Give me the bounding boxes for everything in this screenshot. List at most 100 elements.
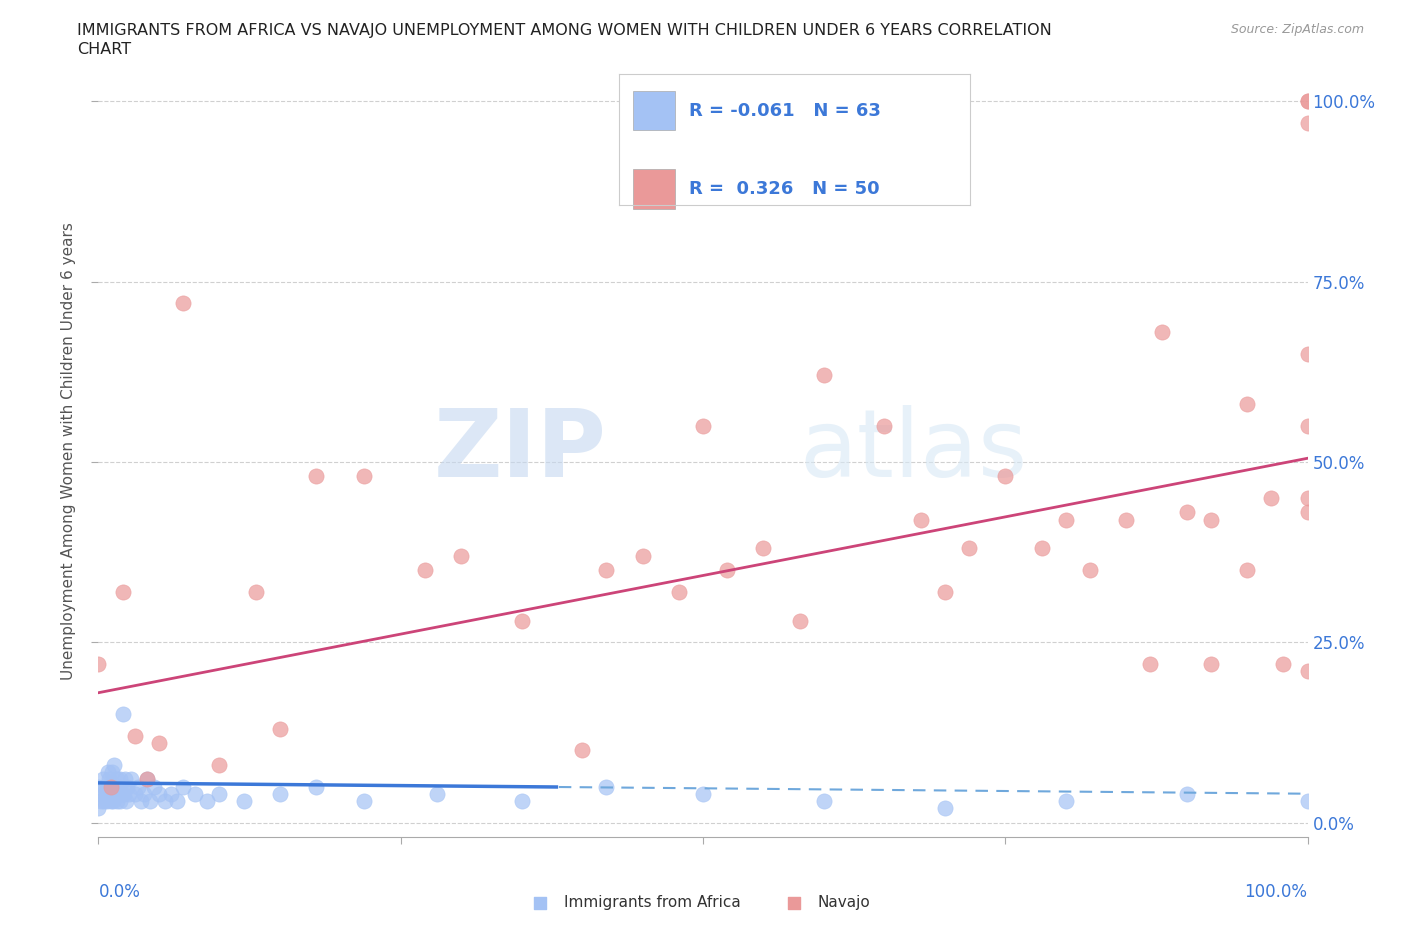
Point bbox=[692, 786, 714, 801]
Point bbox=[87, 801, 110, 816]
Point bbox=[595, 779, 617, 794]
Text: atlas: atlas bbox=[800, 405, 1028, 497]
Point bbox=[115, 793, 138, 808]
Point bbox=[148, 786, 170, 801]
Point bbox=[90, 793, 112, 808]
Point bbox=[100, 793, 122, 808]
Point bbox=[110, 786, 132, 801]
Point bbox=[93, 779, 115, 794]
Point bbox=[934, 584, 956, 599]
Text: IMMIGRANTS FROM AFRICA VS NAVAJO UNEMPLOYMENT AMONG WOMEN WITH CHILDREN UNDER 6 : IMMIGRANTS FROM AFRICA VS NAVAJO UNEMPLO… bbox=[77, 23, 1052, 38]
Point bbox=[1236, 397, 1258, 412]
Point bbox=[172, 296, 194, 311]
Point bbox=[1054, 512, 1077, 527]
Point bbox=[1296, 490, 1319, 505]
Point bbox=[668, 584, 690, 599]
Point bbox=[789, 613, 811, 628]
Point bbox=[1296, 418, 1319, 433]
Point bbox=[813, 793, 835, 808]
Point bbox=[716, 563, 738, 578]
Point bbox=[510, 793, 533, 808]
Point bbox=[100, 764, 122, 779]
Point bbox=[143, 779, 166, 794]
Point bbox=[117, 779, 139, 794]
Point bbox=[108, 772, 131, 787]
Point bbox=[305, 469, 328, 484]
Point bbox=[1115, 512, 1137, 527]
Point bbox=[94, 786, 117, 801]
Point bbox=[195, 793, 218, 808]
Point bbox=[98, 786, 121, 801]
Point bbox=[1175, 786, 1198, 801]
Point bbox=[111, 707, 134, 722]
Point bbox=[120, 772, 142, 787]
Point bbox=[160, 786, 183, 801]
Point bbox=[782, 876, 804, 891]
Point bbox=[172, 779, 194, 794]
Point bbox=[813, 368, 835, 383]
Point bbox=[100, 779, 122, 794]
Point bbox=[104, 786, 127, 801]
Point bbox=[107, 786, 129, 801]
Point bbox=[87, 779, 110, 794]
Point bbox=[1031, 541, 1053, 556]
Point bbox=[1296, 664, 1319, 679]
Point bbox=[112, 786, 135, 801]
Point bbox=[1296, 346, 1319, 361]
Point bbox=[208, 757, 231, 772]
Point bbox=[413, 563, 436, 578]
Point bbox=[108, 793, 131, 808]
Point bbox=[184, 786, 207, 801]
Point bbox=[127, 779, 149, 794]
Point bbox=[135, 772, 157, 787]
Point bbox=[910, 512, 932, 527]
Point bbox=[153, 793, 176, 808]
Point bbox=[873, 418, 896, 433]
Point bbox=[426, 786, 449, 801]
Point bbox=[1296, 505, 1319, 520]
Point bbox=[1054, 793, 1077, 808]
Point bbox=[1236, 563, 1258, 578]
Point bbox=[1272, 657, 1295, 671]
Point bbox=[124, 728, 146, 743]
Point bbox=[1199, 512, 1222, 527]
Point bbox=[1139, 657, 1161, 671]
Point bbox=[1296, 115, 1319, 130]
Point bbox=[232, 793, 254, 808]
Point bbox=[208, 786, 231, 801]
Point bbox=[305, 779, 328, 794]
Point bbox=[101, 793, 124, 808]
Point bbox=[118, 786, 141, 801]
Text: R = -0.061   N = 63: R = -0.061 N = 63 bbox=[689, 102, 880, 120]
Bar bbox=[633, 169, 675, 208]
Text: Immigrants from Africa: Immigrants from Africa bbox=[564, 895, 741, 910]
Point bbox=[510, 613, 533, 628]
Point bbox=[105, 772, 128, 787]
Point bbox=[96, 793, 118, 808]
Point bbox=[245, 584, 267, 599]
Point bbox=[124, 786, 146, 801]
Point bbox=[103, 779, 125, 794]
Point bbox=[111, 584, 134, 599]
Point bbox=[353, 469, 375, 484]
Point bbox=[353, 793, 375, 808]
Point bbox=[139, 793, 162, 808]
Y-axis label: Unemployment Among Women with Children Under 6 years: Unemployment Among Women with Children U… bbox=[60, 222, 76, 680]
Point bbox=[1296, 94, 1319, 109]
Point bbox=[100, 786, 122, 801]
Point bbox=[994, 469, 1017, 484]
Point bbox=[692, 418, 714, 433]
Point bbox=[269, 722, 291, 737]
Bar bbox=[633, 91, 675, 130]
Point bbox=[1199, 657, 1222, 671]
Point bbox=[100, 779, 122, 794]
Point bbox=[269, 786, 291, 801]
Point bbox=[571, 743, 593, 758]
Point bbox=[114, 772, 136, 787]
Point bbox=[1260, 490, 1282, 505]
Point bbox=[1296, 793, 1319, 808]
Point bbox=[91, 772, 114, 787]
Point bbox=[91, 786, 114, 801]
Point bbox=[529, 876, 551, 891]
Text: 0.0%: 0.0% bbox=[98, 884, 141, 901]
